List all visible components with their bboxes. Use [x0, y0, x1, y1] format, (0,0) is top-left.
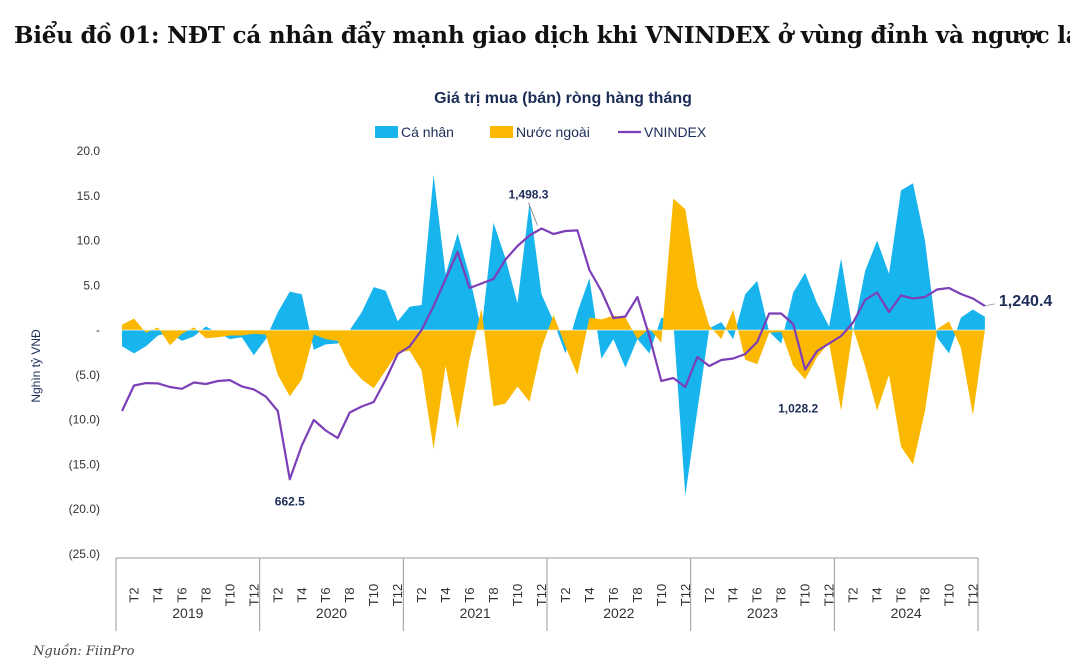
- y-tick-label: (20.0): [69, 502, 100, 516]
- year-label: 2021: [460, 605, 491, 621]
- x-tick-label: T12: [390, 584, 405, 606]
- series-line-vnindex: [121, 227, 986, 481]
- x-tick-label: T8: [486, 587, 501, 602]
- x-tick-label: T6: [318, 587, 333, 602]
- x-tick-label: T12: [678, 584, 693, 606]
- x-tick-label: T10: [366, 584, 381, 606]
- x-tick-label: T2: [558, 587, 573, 602]
- annotation-leader: [528, 202, 538, 226]
- year-label: 2023: [747, 605, 778, 621]
- annotation-label: 1,498.3: [508, 188, 548, 202]
- x-tick-label: T4: [582, 587, 597, 602]
- y-tick-label: 10.0: [77, 234, 101, 248]
- x-tick-label: T12: [534, 584, 549, 606]
- x-tick-label: T10: [798, 584, 813, 606]
- annotation-label: 1,240.4: [999, 293, 1052, 310]
- x-tick-label: T6: [462, 587, 477, 602]
- y-tick-label: (10.0): [69, 413, 100, 427]
- year-label: 2019: [172, 605, 203, 621]
- x-tick-label: T8: [342, 587, 357, 602]
- year-label: 2024: [891, 605, 922, 621]
- x-tick-label: T6: [894, 587, 909, 602]
- y-tick-label: 20.0: [77, 144, 101, 158]
- legend-label: Cá nhân: [401, 124, 454, 140]
- plot-area: [118, 175, 989, 496]
- y-tick-label: 15.0: [77, 189, 101, 203]
- x-tick-label: T2: [127, 587, 142, 602]
- legend-label: VNINDEX: [644, 124, 707, 140]
- x-axis: 2019 T2 T4 T6 T8 T10 T12 2020 T2 T4 T6 T8 T10 T12 2021…: [115, 557, 980, 631]
- chart-title: Giá trị mua (bán) ròng hàng tháng: [434, 90, 692, 107]
- x-tick-label: T12: [965, 584, 980, 606]
- y-axis-label: Nghìn tỷ VNĐ: [29, 329, 43, 403]
- legend-swatch: [375, 126, 398, 138]
- y-tick-label: (25.0): [69, 547, 100, 561]
- x-tick-label: T4: [294, 587, 309, 602]
- x-tick-label: T10: [942, 584, 957, 606]
- x-tick-label: T8: [918, 587, 933, 602]
- x-tick-label: T4: [870, 587, 885, 602]
- year-label: 2022: [603, 605, 634, 621]
- y-tick-label: 5.0: [83, 278, 100, 292]
- x-tick-label: T8: [630, 587, 645, 602]
- source-note: Nguồn: FiinPro: [33, 644, 135, 659]
- legend-label: Nước ngoài: [516, 124, 590, 140]
- x-tick-label: T8: [198, 587, 213, 602]
- x-tick-label: T2: [846, 587, 861, 602]
- x-tick-label: T12: [822, 584, 837, 606]
- x-tick-label: T10: [510, 584, 525, 606]
- y-axis: 20.0 15.0 10.0 5.0 - (5.0) (10.0) (15.0) (20.0) (…: [69, 144, 101, 561]
- x-tick-label: T12: [246, 584, 261, 606]
- y-tick-label: (15.0): [69, 457, 100, 471]
- x-tick-label: T2: [270, 587, 285, 602]
- x-tick-label: T6: [750, 587, 765, 602]
- legend-swatch: [490, 126, 513, 138]
- x-tick-label: T4: [438, 587, 453, 602]
- x-tick-label: T10: [654, 584, 669, 606]
- x-tick-label: T6: [606, 587, 621, 602]
- x-tick-label: T6: [174, 587, 189, 602]
- annotations: 662.5 1,498.3 1,028.2 1,240.4: [275, 188, 1053, 509]
- series-area-foreign: [122, 198, 985, 465]
- year-label: 2020: [316, 605, 347, 621]
- x-tick-label: T2: [702, 587, 717, 602]
- x-tick-label: T8: [774, 587, 789, 602]
- y-tick-label: -: [96, 323, 100, 337]
- series-area-individual: [122, 175, 985, 496]
- y-tick-label: (5.0): [75, 368, 100, 382]
- net-buy-sell-chart: Giá trị mua (bán) ròng hàng tháng Cá nhâ…: [29, 90, 1053, 631]
- legend: Cá nhân Nước ngoài VNINDEX: [375, 124, 707, 140]
- annotation-leader: [984, 303, 995, 307]
- annotation-label: 662.5: [275, 494, 305, 508]
- x-tick-label: T4: [151, 587, 166, 602]
- x-tick-label: T2: [414, 587, 429, 602]
- page-title: Biểu đồ 01: NĐT cá nhân đẩy mạnh giao dị…: [14, 22, 1070, 49]
- annotation-label: 1,028.2: [778, 402, 818, 416]
- x-tick-label: T10: [222, 584, 237, 606]
- x-tick-label: T4: [726, 587, 741, 602]
